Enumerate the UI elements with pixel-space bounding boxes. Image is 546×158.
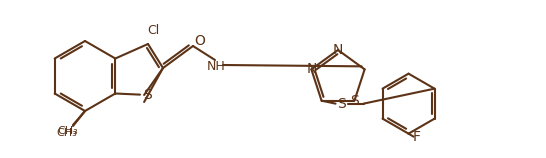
- Text: F: F: [413, 130, 420, 144]
- Text: N: N: [306, 62, 317, 76]
- Text: S: S: [337, 97, 346, 111]
- Text: S: S: [144, 88, 152, 102]
- Text: N: N: [333, 43, 343, 57]
- Text: O: O: [194, 34, 205, 48]
- Text: S: S: [350, 94, 359, 108]
- Text: NH: NH: [206, 60, 225, 73]
- Text: CH₃: CH₃: [57, 128, 78, 138]
- Text: Cl: Cl: [147, 24, 159, 37]
- Text: CH₃: CH₃: [58, 126, 79, 136]
